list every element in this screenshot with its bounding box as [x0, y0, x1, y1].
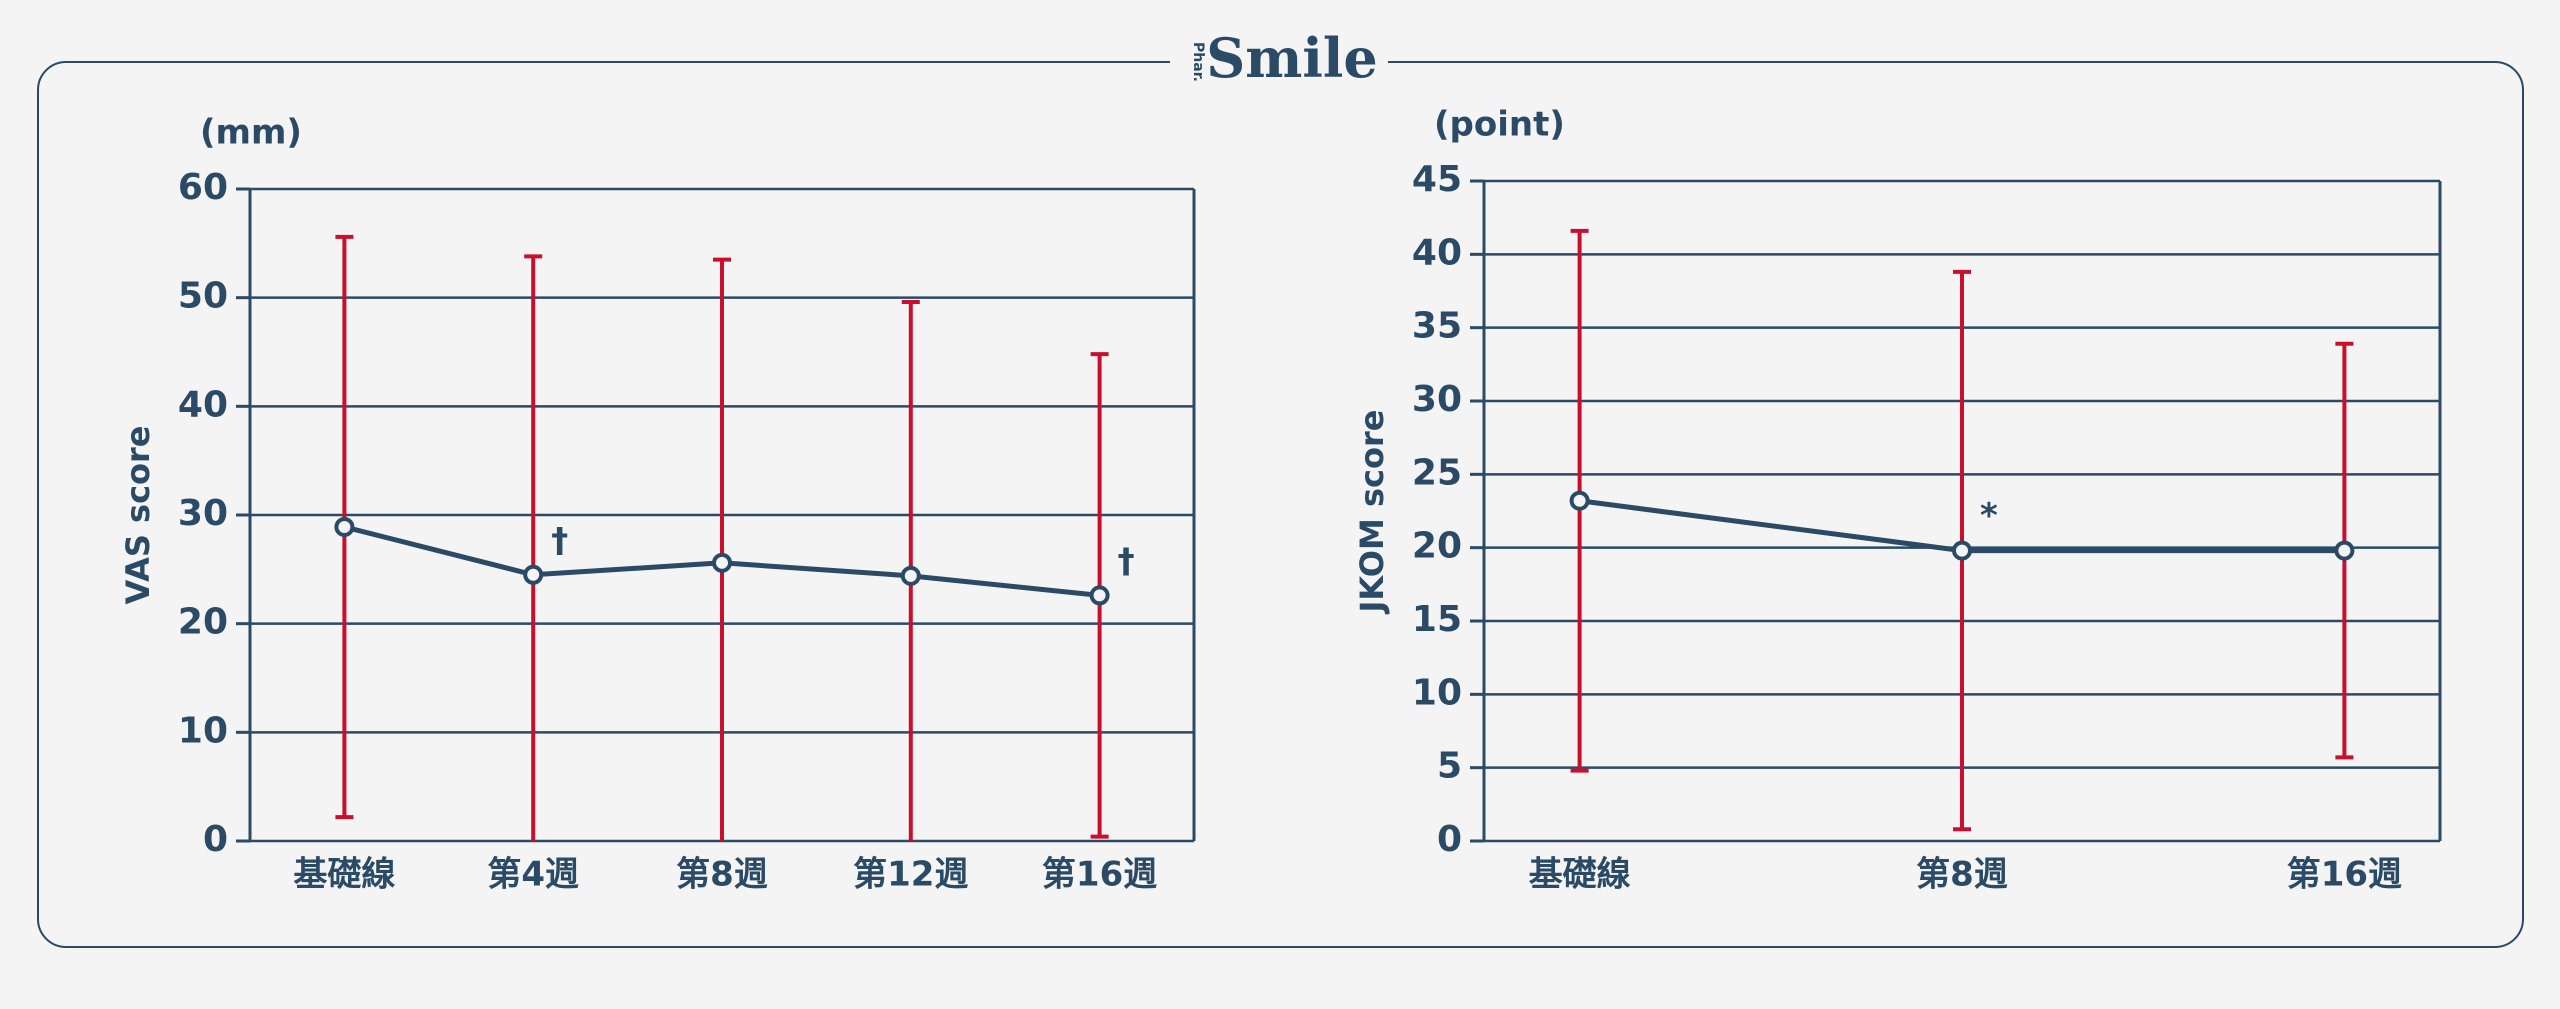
- y-tick-label: 35: [1412, 306, 1462, 347]
- data-point: [1569, 490, 1590, 511]
- data-point: [523, 564, 544, 585]
- y-tick-label: 10: [178, 710, 228, 751]
- data-point: [1089, 585, 1110, 606]
- y-tick-label: 20: [1412, 526, 1462, 567]
- y-tick-label: 60: [178, 167, 228, 208]
- y-tick-label: 5: [1437, 746, 1462, 787]
- brand-prefix: Phar.: [1190, 42, 1206, 82]
- x-tick-label: 第8週: [1916, 855, 2008, 895]
- data-point: [1952, 540, 1972, 561]
- y-tick-label: 40: [178, 384, 228, 425]
- data-point: [2334, 540, 2355, 561]
- y-tick-label: 25: [1412, 452, 1462, 493]
- y-tick-label: 45: [1412, 159, 1462, 200]
- frame: [37, 61, 2524, 948]
- x-tick-label: 第12週: [853, 855, 968, 895]
- y-tick-label: 15: [1412, 599, 1462, 640]
- y-tick-label: 40: [1412, 232, 1462, 273]
- y-tick-label: 30: [1412, 379, 1462, 420]
- y-tick-label: 10: [1412, 672, 1462, 713]
- x-tick-label: 第8週: [676, 855, 768, 895]
- logo-gap: [1170, 40, 1388, 84]
- annotation: †: [551, 520, 568, 560]
- y-tick-label: 50: [178, 276, 228, 317]
- data-point: [712, 552, 732, 573]
- annotation: †: [1118, 541, 1135, 581]
- x-tick-label: 第16週: [2287, 855, 2402, 895]
- x-tick-label: 第4週: [487, 855, 579, 895]
- y-axis-label: JKOM score: [1353, 410, 1391, 615]
- y-tick-label: 30: [178, 493, 228, 534]
- data-point: [334, 516, 355, 537]
- y-tick-label: 20: [178, 602, 228, 643]
- x-tick-label: 第16週: [1042, 855, 1157, 895]
- y-tick-label: 0: [1437, 819, 1462, 860]
- brand-name: Smile: [1206, 26, 1378, 90]
- unit-label: (point): [1434, 105, 1565, 145]
- annotation: *: [1980, 496, 1998, 536]
- unit-label: (mm): [200, 113, 302, 153]
- x-tick-label: 基礎線: [1529, 855, 1631, 895]
- data-point: [900, 565, 921, 586]
- x-tick-label: 基礎線: [293, 855, 395, 895]
- y-tick-label: 0: [203, 819, 228, 860]
- y-axis-label: VAS score: [119, 425, 157, 604]
